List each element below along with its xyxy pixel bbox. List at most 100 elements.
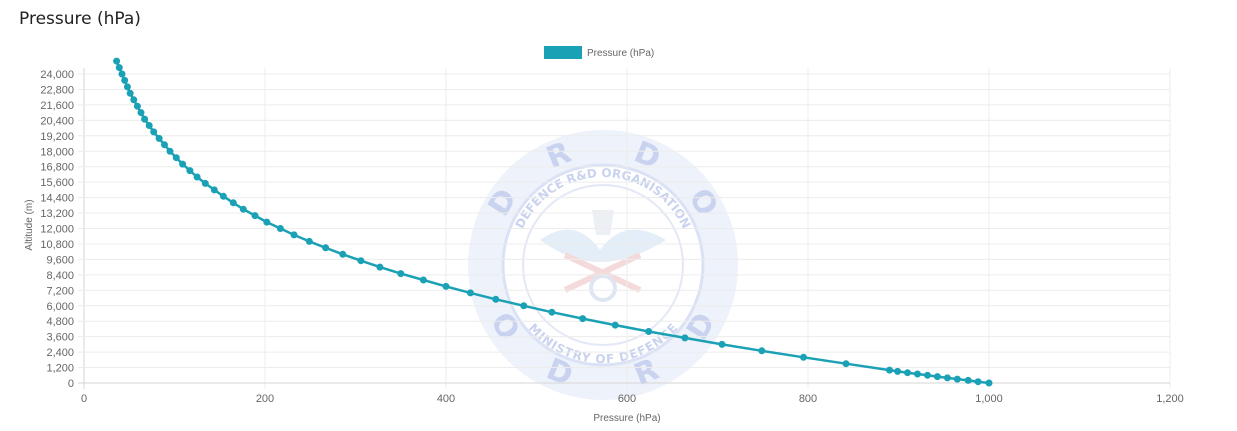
- data-point[interactable]: [290, 231, 298, 239]
- y-tick-label: 20,400: [40, 115, 74, 127]
- y-tick-label: 4,800: [46, 316, 74, 328]
- data-point[interactable]: [985, 379, 993, 387]
- data-point[interactable]: [397, 270, 405, 278]
- x-tick-label: 1,000: [975, 393, 1003, 405]
- y-tick-label: 6,000: [46, 301, 74, 313]
- legend-label: Pressure (hPa): [587, 48, 654, 59]
- data-point[interactable]: [974, 378, 982, 386]
- data-point[interactable]: [137, 109, 145, 117]
- data-point[interactable]: [376, 263, 384, 271]
- data-point[interactable]: [886, 366, 893, 374]
- data-point[interactable]: [442, 282, 450, 290]
- data-point[interactable]: [322, 244, 330, 252]
- y-tick-label: 1,200: [46, 363, 74, 375]
- x-tick-label: 600: [618, 393, 636, 405]
- data-point[interactable]: [943, 374, 951, 382]
- y-tick-label: 18,000: [40, 146, 74, 158]
- data-point[interactable]: [357, 257, 365, 265]
- data-point[interactable]: [681, 334, 689, 342]
- data-point[interactable]: [161, 141, 168, 149]
- data-point[interactable]: [718, 340, 726, 348]
- data-point[interactable]: [645, 328, 653, 335]
- data-point[interactable]: [186, 167, 194, 175]
- data-point[interactable]: [115, 64, 123, 72]
- data-point[interactable]: [179, 160, 187, 168]
- data-point[interactable]: [150, 128, 158, 136]
- y-tick-label: 10,800: [40, 239, 74, 251]
- y-tick-label: 0: [68, 378, 74, 390]
- data-point[interactable]: [492, 295, 500, 303]
- data-point[interactable]: [894, 367, 902, 375]
- chart-grid: [78, 68, 1171, 389]
- legend[interactable]: Pressure (hPa): [544, 46, 654, 59]
- y-axis-ticks: 0 1,200 2,400 3,600 4,800 6,000 7,200 8,400 9,60…: [40, 69, 74, 390]
- data-point[interactable]: [548, 308, 556, 316]
- y-tick-label: 24,000: [40, 69, 74, 81]
- y-tick-label: 19,200: [40, 131, 74, 143]
- data-point[interactable]: [219, 192, 227, 200]
- data-point[interactable]: [133, 102, 141, 110]
- y-axis-title: Altitude (m): [24, 199, 35, 250]
- data-point[interactable]: [229, 199, 237, 207]
- watermark-anchor-shape: [589, 274, 617, 302]
- x-tick-label: 1,200: [1156, 393, 1184, 405]
- data-point[interactable]: [520, 302, 528, 310]
- y-tick-label: 21,600: [40, 100, 74, 112]
- data-point[interactable]: [466, 289, 474, 297]
- y-tick-label: 9,600: [46, 254, 74, 266]
- data-point[interactable]: [964, 376, 972, 384]
- data-point[interactable]: [130, 96, 138, 104]
- data-point[interactable]: [155, 134, 163, 142]
- data-point[interactable]: [113, 57, 121, 65]
- data-point[interactable]: [953, 375, 961, 383]
- data-point[interactable]: [579, 315, 587, 323]
- data-point[interactable]: [239, 205, 247, 213]
- watermark-inner-ring: [522, 184, 684, 346]
- watermark-wings-shape: [540, 229, 666, 262]
- data-point[interactable]: [263, 218, 271, 226]
- data-point[interactable]: [123, 83, 131, 91]
- series-pressure: [113, 57, 993, 387]
- data-point[interactable]: [611, 321, 619, 329]
- y-tick-label: 15,600: [40, 177, 74, 189]
- data-point[interactable]: [166, 147, 174, 155]
- page-title: Pressure (hPa): [19, 9, 141, 29]
- data-point[interactable]: [193, 173, 201, 181]
- data-point[interactable]: [924, 371, 931, 379]
- data-point[interactable]: [904, 369, 911, 377]
- data-point[interactable]: [933, 373, 941, 381]
- data-point[interactable]: [141, 115, 149, 123]
- y-tick-label: 7,200: [46, 285, 74, 297]
- data-point[interactable]: [419, 276, 427, 284]
- data-point[interactable]: [126, 89, 134, 97]
- data-point[interactable]: [118, 70, 126, 78]
- y-tick-label: 2,400: [46, 347, 74, 359]
- data-point[interactable]: [842, 360, 850, 368]
- data-point[interactable]: [145, 122, 153, 129]
- data-point[interactable]: [172, 154, 180, 162]
- data-point[interactable]: [121, 76, 129, 84]
- y-tick-label: 14,400: [40, 193, 74, 205]
- y-tick-label: 13,200: [40, 208, 74, 220]
- data-point[interactable]: [758, 347, 766, 355]
- y-tick-label: 16,800: [40, 162, 74, 174]
- x-tick-label: 400: [437, 393, 455, 405]
- data-point[interactable]: [201, 179, 209, 187]
- x-tick-label: 200: [256, 393, 274, 405]
- legend-swatch: [544, 46, 582, 59]
- data-point[interactable]: [305, 237, 313, 245]
- y-tick-label: 3,600: [46, 332, 74, 344]
- data-point[interactable]: [800, 353, 807, 361]
- data-point[interactable]: [914, 370, 921, 378]
- data-point[interactable]: [339, 250, 347, 258]
- data-point[interactable]: [210, 186, 218, 194]
- y-tick-label: 22,800: [40, 84, 74, 96]
- data-point[interactable]: [251, 212, 259, 220]
- x-axis-ticks: 0 200 400 600 800 1,000 1,200: [81, 393, 1184, 405]
- x-tick-label: 0: [81, 393, 87, 405]
- y-tick-label: 8,400: [46, 270, 74, 282]
- x-tick-label: 800: [799, 393, 817, 405]
- data-point[interactable]: [276, 225, 284, 232]
